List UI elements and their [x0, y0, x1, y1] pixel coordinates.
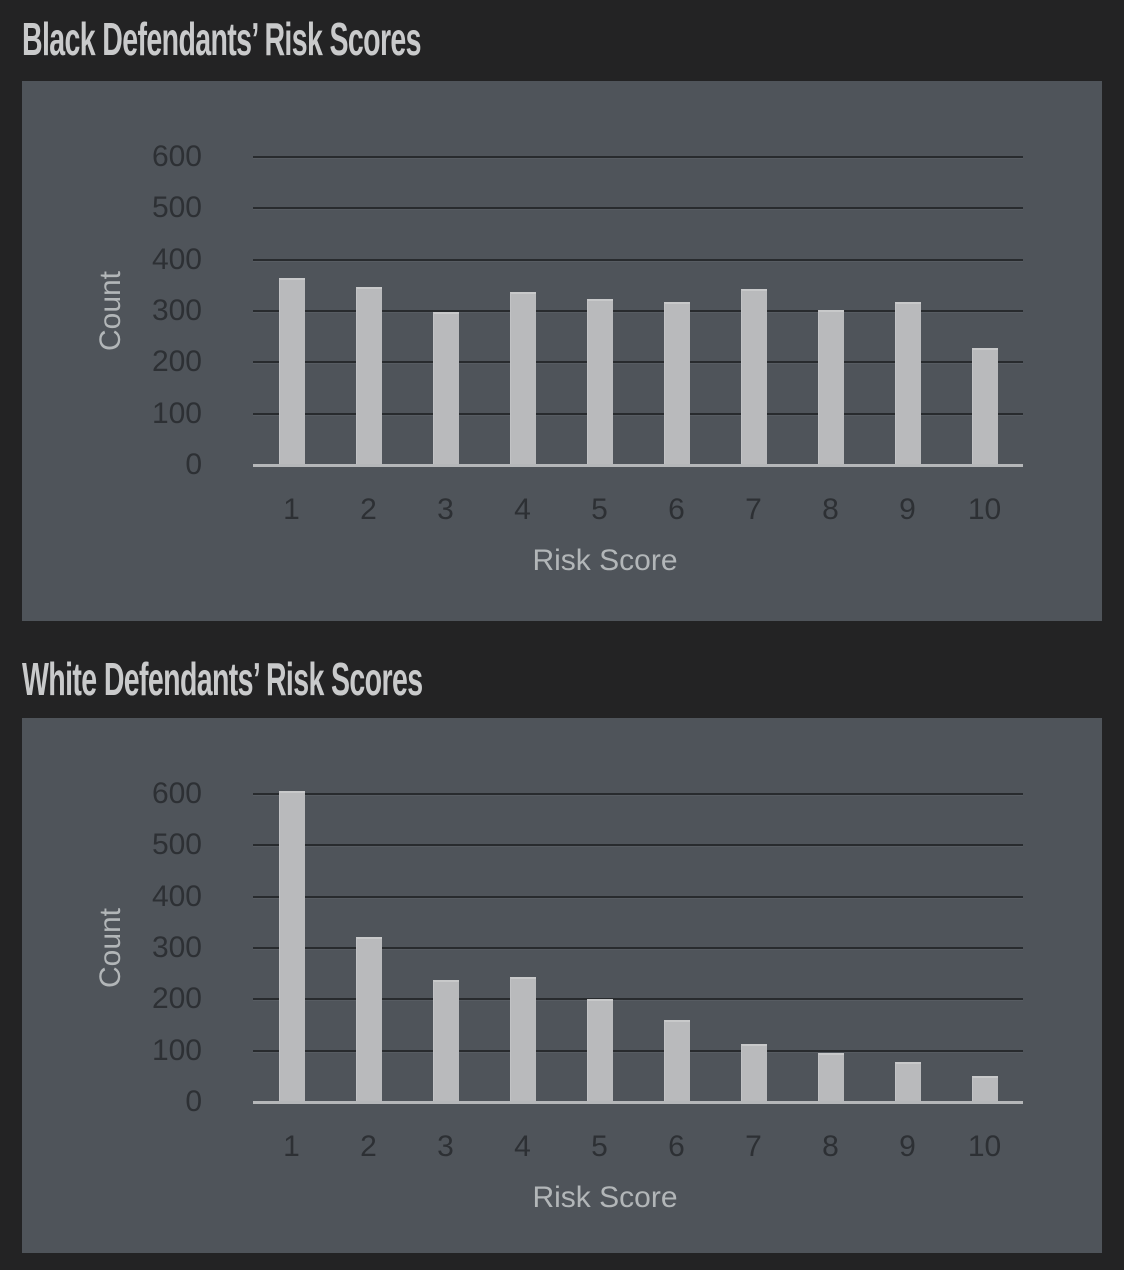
- y-tick-label-200: 200: [151, 345, 202, 379]
- black-chart-x-axis-title: Risk Score: [532, 544, 678, 577]
- bar-score-8: [817, 1052, 844, 1102]
- y-tick-label-0: 0: [185, 1085, 202, 1118]
- bar-score-2: [355, 287, 382, 465]
- x-tick-label-2: 2: [360, 1130, 377, 1163]
- gridline-300: [253, 310, 1023, 312]
- x-axis-baseline: [253, 1101, 1023, 1104]
- gridline-400: [253, 258, 1023, 261]
- bar-score-3: [432, 979, 459, 1102]
- x-tick-label-8: 8: [822, 493, 839, 526]
- bar-score-2: [355, 937, 382, 1102]
- x-tick-label-1: 1: [283, 1130, 300, 1163]
- white-defendants-chart-title: White Defendants’ Risk Scores: [22, 653, 423, 705]
- x-tick-label-10: 10: [967, 493, 1002, 526]
- gridline-100: [253, 412, 1023, 415]
- gridline-400: [253, 895, 1023, 898]
- x-tick-label-9: 9: [899, 493, 916, 526]
- y-tick-label-400: 400: [151, 242, 202, 276]
- bar-score-10: [971, 1076, 998, 1102]
- y-tick-label-300: 300: [151, 294, 202, 327]
- x-tick-label-6: 6: [668, 1130, 685, 1163]
- bar-score-10: [971, 348, 998, 465]
- x-tick-label-2: 2: [360, 493, 377, 526]
- x-tick-label-8: 8: [822, 1130, 839, 1163]
- x-tick-label-7: 7: [745, 1130, 762, 1163]
- white-chart-x-axis-title: Risk Score: [532, 1181, 678, 1214]
- y-tick-label-400: 400: [151, 879, 202, 913]
- bar-score-1: [278, 277, 305, 465]
- bar-score-6: [663, 1019, 690, 1102]
- y-tick-label-0: 0: [185, 448, 202, 481]
- x-tick-label-7: 7: [745, 493, 762, 526]
- bar-score-5: [586, 299, 613, 465]
- gridline-300: [253, 947, 1023, 949]
- bar-score-4: [509, 977, 536, 1102]
- black-defendants-plot-area: 0 100 200 300 400 500 600 1 2 3 4 5 6 7 8 9 10: [22, 81, 1102, 621]
- bar-score-6: [663, 301, 690, 465]
- bar-score-7: [740, 1043, 767, 1102]
- bar-score-4: [509, 292, 536, 465]
- bar-score-7: [740, 288, 767, 465]
- gridline-200: [253, 361, 1023, 364]
- x-tick-label-3: 3: [437, 493, 454, 526]
- white-defendants-chart-panel: Count 0 100 200 300 400 500 600 1 2 3 4 5 6 7 8 9 10 Ris…: [22, 718, 1102, 1253]
- bar-score-9: [894, 1062, 921, 1102]
- y-tick-label-300: 300: [151, 931, 202, 964]
- y-tick-label-100: 100: [151, 1033, 202, 1067]
- gridline-600: [253, 156, 1023, 158]
- gridline-100: [253, 1049, 1023, 1052]
- x-tick-label-5: 5: [591, 493, 608, 526]
- x-tick-label-4: 4: [514, 493, 531, 526]
- black-defendants-chart-panel: Count 0 100 200 300 400 500 600 1 2 3 4 5 6 7 8 9 10 Ris…: [22, 81, 1102, 621]
- gridline-600: [253, 793, 1023, 795]
- x-tick-label-10: 10: [967, 1130, 1002, 1163]
- gridline-500: [253, 844, 1023, 847]
- x-tick-label-3: 3: [437, 1130, 454, 1163]
- bar-score-8: [817, 310, 844, 465]
- y-tick-label-500: 500: [151, 828, 202, 862]
- x-tick-label-5: 5: [591, 1130, 608, 1163]
- x-tick-label-9: 9: [899, 1130, 916, 1163]
- y-tick-label-600: 600: [151, 777, 202, 810]
- bar-score-9: [894, 302, 921, 465]
- bar-score-5: [586, 999, 613, 1102]
- white-defendants-plot-area: 0 100 200 300 400 500 600 1 2 3 4 5 6 7 8 9 10: [22, 718, 1102, 1253]
- x-tick-label-1: 1: [283, 493, 300, 526]
- x-tick-label-4: 4: [514, 1130, 531, 1163]
- bar-score-1: [278, 791, 305, 1102]
- x-tick-label-6: 6: [668, 493, 685, 526]
- black-defendants-chart-title: Black Defendants’ Risk Scores: [22, 13, 422, 65]
- y-tick-label-600: 600: [151, 140, 202, 173]
- gridline-500: [253, 207, 1023, 210]
- gridline-200: [253, 998, 1023, 1001]
- bar-score-3: [432, 312, 459, 465]
- y-tick-label-200: 200: [151, 982, 202, 1016]
- y-tick-label-500: 500: [151, 191, 202, 225]
- y-tick-label-100: 100: [151, 396, 202, 430]
- x-axis-baseline: [253, 464, 1023, 467]
